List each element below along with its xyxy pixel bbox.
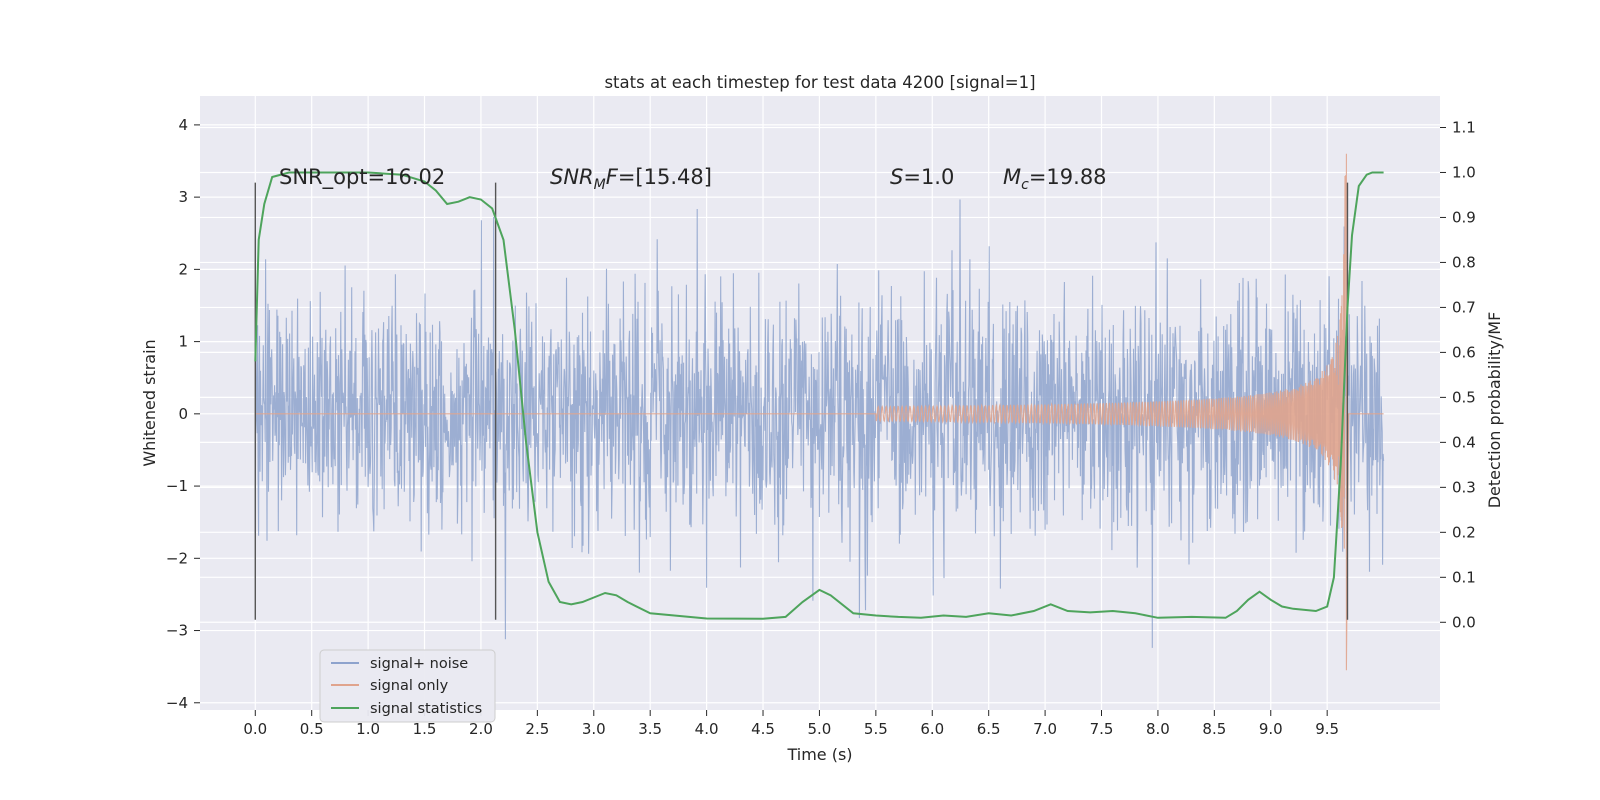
- annotation-snr-mf: SNRMF=[15.48]: [550, 165, 712, 193]
- y2-tick-label: 0.3: [1452, 478, 1476, 496]
- ticks: 0.0 0.5 1.0 1.5 2.0 2.5 3.0 3.5 4.0 4.5 5.0 5.5 6.0 6…: [166, 116, 1476, 738]
- x-tick-label: 4.5: [751, 720, 775, 738]
- y2-tick-label: 0.4: [1452, 433, 1476, 451]
- noise-series: [254, 199, 1385, 648]
- y-tick-label: −1: [166, 477, 188, 495]
- x-tick-label: 0.5: [300, 720, 324, 738]
- x-tick-label: 9.0: [1259, 720, 1283, 738]
- y-tick-label: 2: [178, 260, 188, 278]
- y2-tick-label: 0.8: [1452, 253, 1476, 271]
- legend: signal+ noise signal only signal statist…: [319, 649, 496, 723]
- x-tick-label: 6.5: [977, 720, 1001, 738]
- x-tick-label: 8.5: [1202, 720, 1226, 738]
- y-tick-label: −2: [166, 549, 188, 567]
- y2-tick-label: 0.5: [1452, 388, 1476, 406]
- x-tick-label: 2.5: [525, 720, 549, 738]
- y-tick-label: 0: [178, 405, 188, 423]
- x-tick-label: 6.0: [920, 720, 944, 738]
- x-tick-label: 4.0: [695, 720, 719, 738]
- x-tick-label: 9.5: [1315, 720, 1339, 738]
- y2-tick-label: 0.0: [1452, 613, 1476, 631]
- x-axis-label: Time (s): [786, 745, 852, 764]
- statistics-series: [254, 171, 1384, 620]
- x-tick-label: 5.5: [864, 720, 888, 738]
- y2-tick-label: 0.7: [1452, 298, 1476, 316]
- legend-label-noise: signal+ noise: [370, 656, 468, 672]
- y2-axis-label: Detection probability/MF: [1485, 312, 1504, 509]
- x-tick-label: 2.0: [469, 720, 493, 738]
- annotation-s: S=1.0: [890, 165, 954, 189]
- x-tick-label: 3.0: [582, 720, 606, 738]
- y-tick-label: 3: [178, 188, 188, 206]
- statistics-line: [254, 171, 1384, 620]
- y-tick-label: 1: [178, 333, 188, 351]
- x-tick-label: 7.0: [1033, 720, 1057, 738]
- y2-tick-label: 1.1: [1452, 118, 1476, 136]
- legend-label-statistics: signal statistics: [370, 701, 482, 717]
- x-tick-label: 5.0: [808, 720, 832, 738]
- noise-line: [254, 199, 1385, 648]
- x-tick-label: 0.0: [243, 720, 267, 738]
- vertical-markers: [254, 182, 1349, 620]
- y-tick-label: 4: [178, 116, 188, 134]
- y2-tick-label: 0.9: [1452, 208, 1476, 226]
- y2-tick-label: 0.2: [1452, 523, 1476, 541]
- x-tick-label: 1.0: [356, 720, 380, 738]
- y-axis-label: Whitened strain: [140, 339, 159, 466]
- y2-tick-label: 1.0: [1452, 163, 1476, 181]
- y2-tick-label: 0.1: [1452, 568, 1476, 586]
- legend-label-signal: signal only: [370, 678, 449, 694]
- chart-title: stats at each timestep for test data 420…: [604, 73, 1035, 92]
- signal-line: [255, 153, 1384, 671]
- y-tick-label: −4: [166, 694, 188, 712]
- x-tick-label: 7.5: [1090, 720, 1114, 738]
- signal-series: [255, 153, 1384, 671]
- legend-box: [319, 649, 496, 723]
- x-tick-label: 8.0: [1146, 720, 1170, 738]
- annotation-snr-opt: SNR_opt=16.02: [279, 165, 445, 190]
- x-tick-label: 3.5: [638, 720, 662, 738]
- y2-tick-label: 0.6: [1452, 343, 1476, 361]
- annotation-mc: Mc=19.88: [1003, 165, 1107, 193]
- y-tick-label: −3: [166, 622, 188, 640]
- x-tick-label: 1.5: [413, 720, 437, 738]
